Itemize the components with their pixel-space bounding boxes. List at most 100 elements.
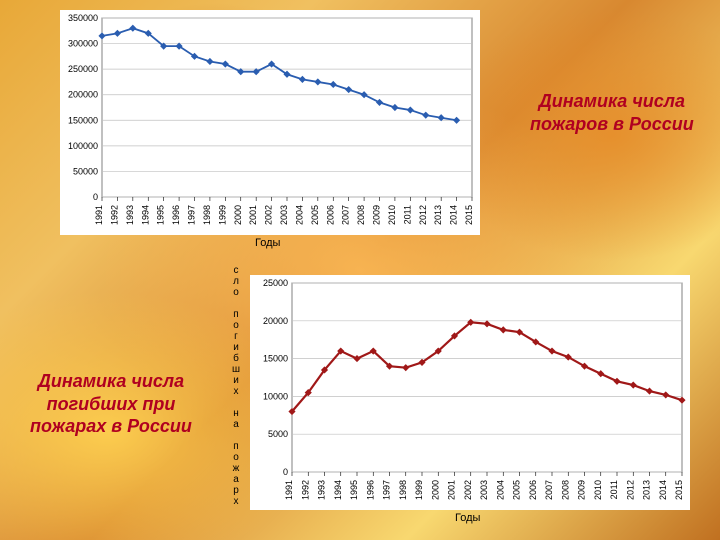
- svg-text:2001: 2001: [447, 480, 457, 500]
- svg-text:2005: 2005: [310, 205, 320, 225]
- svg-text:2010: 2010: [593, 480, 603, 500]
- svg-text:2006: 2006: [528, 480, 538, 500]
- data-marker: [353, 355, 360, 362]
- svg-text:2004: 2004: [495, 480, 505, 500]
- svg-text:1998: 1998: [398, 480, 408, 500]
- data-marker: [361, 91, 368, 98]
- svg-text:2001: 2001: [248, 205, 258, 225]
- svg-text:1993: 1993: [317, 480, 327, 500]
- data-marker: [662, 391, 669, 398]
- data-marker: [330, 81, 337, 88]
- svg-text:1994: 1994: [140, 205, 150, 225]
- svg-text:2003: 2003: [479, 480, 489, 500]
- svg-text:2005: 2005: [512, 480, 522, 500]
- data-marker: [206, 58, 213, 65]
- svg-text:2002: 2002: [463, 480, 473, 500]
- svg-text:20000: 20000: [263, 316, 288, 326]
- svg-text:300000: 300000: [68, 39, 98, 49]
- svg-text:2007: 2007: [544, 480, 554, 500]
- chart-svg: 0 50000 100000 150000 200000 250000 300000 3500…: [60, 10, 480, 235]
- data-marker: [376, 99, 383, 106]
- svg-text:2002: 2002: [264, 205, 274, 225]
- data-marker: [345, 86, 352, 93]
- svg-text:1999: 1999: [414, 480, 424, 500]
- data-marker: [500, 326, 507, 333]
- svg-text:1995: 1995: [156, 205, 166, 225]
- data-marker: [597, 370, 604, 377]
- data-marker: [453, 117, 460, 124]
- data-marker: [402, 364, 409, 371]
- data-marker: [646, 388, 653, 395]
- svg-text:2011: 2011: [609, 480, 619, 499]
- data-marker: [613, 378, 620, 385]
- svg-text:1999: 1999: [217, 205, 227, 225]
- svg-text:2004: 2004: [294, 205, 304, 225]
- svg-text:1993: 1993: [125, 205, 135, 225]
- data-marker: [299, 76, 306, 83]
- data-marker: [483, 320, 490, 327]
- data-marker: [222, 60, 229, 67]
- chart-deaths-xlabel: Годы: [455, 512, 480, 524]
- svg-text:350000: 350000: [68, 13, 98, 23]
- svg-text:2012: 2012: [418, 205, 428, 225]
- svg-text:2015: 2015: [464, 205, 474, 225]
- svg-text:2009: 2009: [372, 205, 382, 225]
- svg-text:2013: 2013: [642, 480, 652, 500]
- svg-text:2000: 2000: [430, 480, 440, 500]
- svg-text:1995: 1995: [349, 480, 359, 500]
- svg-text:250000: 250000: [68, 64, 98, 74]
- svg-text:2006: 2006: [325, 205, 335, 225]
- svg-text:200000: 200000: [68, 90, 98, 100]
- data-marker: [422, 112, 429, 119]
- caption-deaths: Динамика числапогибших припожарах в Росс…: [30, 370, 192, 438]
- data-marker: [114, 30, 121, 37]
- chart-fires: 0 50000 100000 150000 200000 250000 300000 3500…: [60, 10, 480, 235]
- svg-text:2010: 2010: [387, 205, 397, 225]
- svg-text:50000: 50000: [73, 166, 98, 176]
- caption-fires: Динамика числапожаров в России: [530, 90, 694, 135]
- svg-text:1996: 1996: [171, 205, 181, 225]
- svg-text:2007: 2007: [341, 205, 351, 225]
- svg-text:1997: 1997: [382, 480, 392, 500]
- data-marker: [314, 78, 321, 85]
- svg-text:2015: 2015: [674, 480, 684, 500]
- data-marker: [630, 381, 637, 388]
- series-line: [102, 28, 457, 120]
- svg-text:15000: 15000: [263, 354, 288, 364]
- svg-text:25000: 25000: [263, 278, 288, 288]
- svg-text:2003: 2003: [279, 205, 289, 225]
- svg-text:10000: 10000: [263, 391, 288, 401]
- svg-text:150000: 150000: [68, 115, 98, 125]
- svg-text:1998: 1998: [202, 205, 212, 225]
- data-marker: [678, 397, 685, 404]
- svg-text:1992: 1992: [300, 480, 310, 500]
- svg-text:2014: 2014: [449, 205, 459, 225]
- svg-text:100000: 100000: [68, 141, 98, 151]
- data-marker: [129, 25, 136, 32]
- svg-text:1994: 1994: [333, 480, 343, 500]
- svg-text:1996: 1996: [365, 480, 375, 500]
- svg-text:1991: 1991: [94, 205, 104, 225]
- svg-text:2000: 2000: [233, 205, 243, 225]
- chart-deaths: 0 5000 10000 15000 20000 25000 1991 1992 1993 199…: [250, 275, 690, 510]
- svg-text:2014: 2014: [658, 480, 668, 500]
- svg-text:0: 0: [283, 467, 288, 477]
- svg-text:0: 0: [93, 192, 98, 202]
- data-marker: [98, 32, 105, 39]
- data-marker: [407, 106, 414, 113]
- svg-text:1991: 1991: [284, 480, 294, 500]
- chart-deaths-ylabel: сло погибших на пожарх: [230, 265, 242, 507]
- series-line: [292, 322, 682, 411]
- svg-text:2008: 2008: [560, 480, 570, 500]
- data-marker: [391, 104, 398, 111]
- svg-text:2009: 2009: [577, 480, 587, 500]
- svg-text:2012: 2012: [625, 480, 635, 500]
- svg-text:2008: 2008: [356, 205, 366, 225]
- svg-text:1992: 1992: [109, 205, 119, 225]
- svg-text:5000: 5000: [268, 429, 288, 439]
- svg-text:2013: 2013: [433, 205, 443, 225]
- chart-fires-xlabel: Годы: [255, 237, 280, 249]
- svg-text:2011: 2011: [402, 205, 412, 224]
- chart-svg: 0 5000 10000 15000 20000 25000 1991 1992 1993 199…: [250, 275, 690, 510]
- svg-text:1997: 1997: [187, 205, 197, 225]
